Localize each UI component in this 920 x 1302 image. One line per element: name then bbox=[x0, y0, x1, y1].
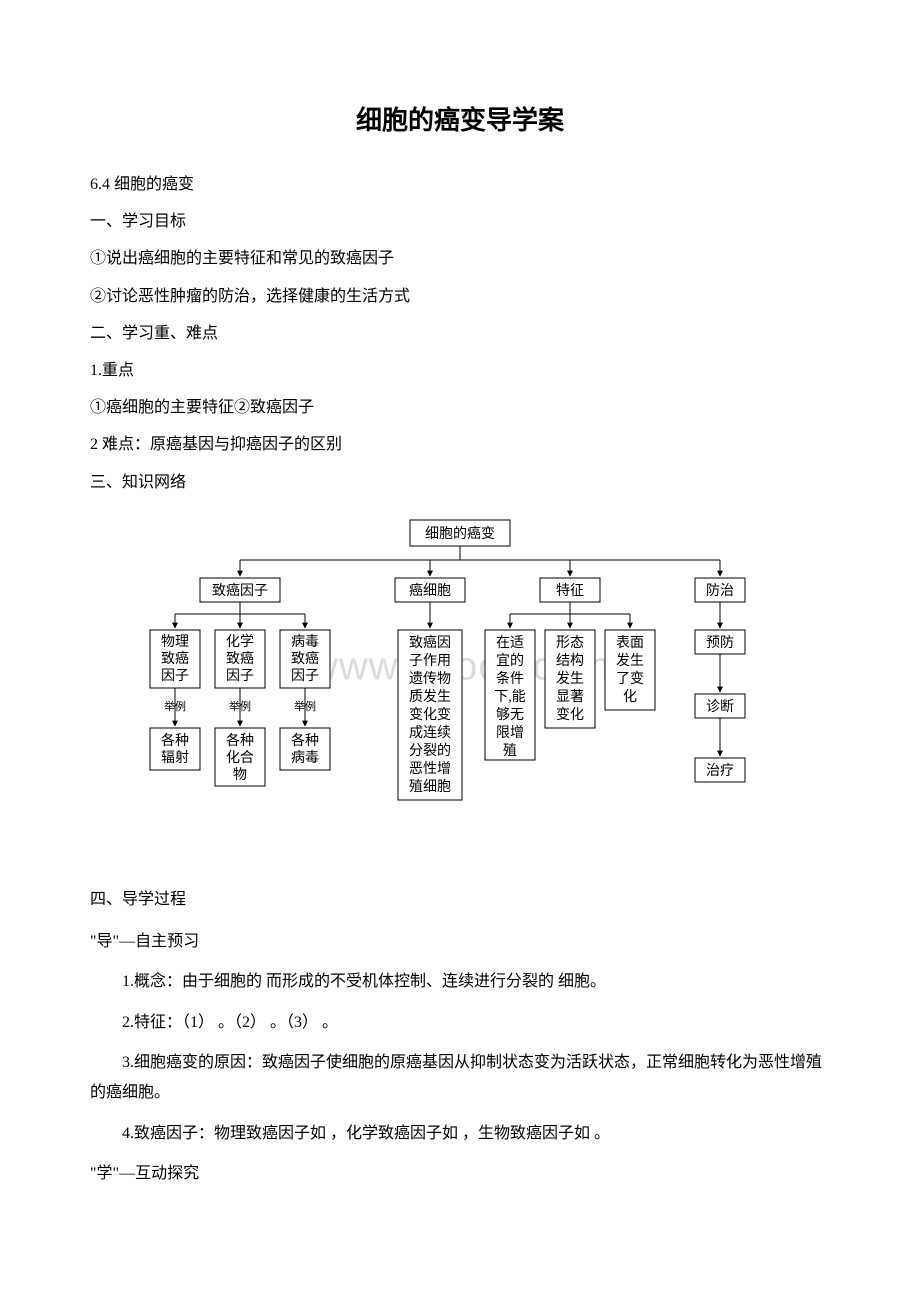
node-prevent-b: 诊断 bbox=[706, 699, 734, 715]
section-heading: 四、导学过程 bbox=[90, 882, 830, 917]
svg-text:条件: 条件 bbox=[496, 670, 524, 687]
body-text: 4.致癌因子：物理致癌因子如 ，化学致癌因子如 ，生物致癌因子如 。 bbox=[90, 1119, 830, 1149]
svg-text:变化变: 变化变 bbox=[409, 707, 451, 723]
svg-text:各种: 各种 bbox=[226, 733, 254, 749]
svg-text:致癌: 致癌 bbox=[226, 651, 254, 667]
node-factors: 致癌因子 bbox=[212, 583, 268, 599]
svg-text:各种: 各种 bbox=[161, 733, 189, 749]
svg-text:各种: 各种 bbox=[291, 733, 319, 749]
body-text: ①癌细胞的主要特征②致癌因子 bbox=[90, 390, 830, 425]
flowchart-svg: 细胞的癌变 致癌因子 癌细胞 特征 防治 物理 致癌 因子 化学 致癌 因子 病… bbox=[110, 516, 810, 876]
node-prevent-c: 治疗 bbox=[706, 763, 734, 779]
svg-text:结构: 结构 bbox=[556, 653, 584, 669]
svg-text:病毒: 病毒 bbox=[291, 750, 319, 766]
svg-text:够无: 够无 bbox=[496, 707, 524, 723]
body-text: 1.概念：由于细胞的 而形成的不受机体控制、连续进行分裂的 细胞。 bbox=[90, 967, 830, 997]
section-heading: 一、学习目标 bbox=[90, 204, 830, 239]
body-text: "学"—互动探究 bbox=[90, 1159, 830, 1189]
node-features: 特征 bbox=[556, 583, 584, 599]
body-text: 2 难点：原癌基因与抑癌因子的区别 bbox=[90, 427, 830, 462]
svg-text:下,能: 下,能 bbox=[494, 689, 526, 705]
body-text: ①说出癌细胞的主要特征和常见的致癌因子 bbox=[90, 241, 830, 276]
node-root: 细胞的癌变 bbox=[425, 526, 495, 542]
node-prevent: 防治 bbox=[706, 583, 734, 599]
svg-text:举例: 举例 bbox=[164, 699, 186, 713]
node-prevent-a: 预防 bbox=[706, 635, 734, 651]
svg-text:宜的: 宜的 bbox=[496, 653, 524, 669]
svg-text:致癌: 致癌 bbox=[161, 651, 189, 667]
svg-text:成连续: 成连续 bbox=[409, 724, 451, 741]
svg-text:殖细胞: 殖细胞 bbox=[409, 778, 451, 795]
svg-text:致癌因: 致癌因 bbox=[409, 635, 451, 651]
svg-text:物理: 物理 bbox=[161, 634, 189, 650]
svg-text:形态: 形态 bbox=[556, 635, 584, 651]
svg-text:发生: 发生 bbox=[556, 671, 584, 687]
svg-text:遗传物: 遗传物 bbox=[409, 671, 451, 687]
svg-text:化: 化 bbox=[623, 689, 637, 705]
svg-text:限增: 限增 bbox=[496, 725, 524, 741]
svg-text:因子: 因子 bbox=[291, 668, 319, 684]
svg-text:因子: 因子 bbox=[226, 668, 254, 684]
svg-text:病毒: 病毒 bbox=[291, 634, 319, 650]
svg-text:物: 物 bbox=[233, 767, 247, 783]
svg-text:殖: 殖 bbox=[503, 742, 517, 759]
knowledge-diagram: www.bdocx.com 细胞的癌变 致癌因子 癌细胞 特征 防治 bbox=[110, 516, 810, 876]
section-text: 6.4 细胞的癌变 bbox=[90, 167, 830, 202]
svg-text:化学: 化学 bbox=[226, 634, 254, 650]
svg-text:在适: 在适 bbox=[496, 635, 524, 651]
body-text: 2.特征：（1） 。（2） 。（3） 。 bbox=[90, 1008, 830, 1038]
body-text: 3.细胞癌变的原因：致癌因子使细胞的原癌基因从抑制状态变为活跃状态，正常细胞转化… bbox=[90, 1048, 830, 1109]
node-cancercell: 癌细胞 bbox=[409, 583, 451, 599]
svg-text:致癌: 致癌 bbox=[291, 651, 319, 667]
svg-text:发生: 发生 bbox=[616, 653, 644, 669]
svg-text:因子: 因子 bbox=[161, 668, 189, 684]
svg-text:了变: 了变 bbox=[616, 671, 644, 687]
svg-text:显著: 显著 bbox=[556, 689, 584, 705]
body-text: "导"—自主预习 bbox=[90, 927, 830, 957]
body-text: 1.重点 bbox=[90, 353, 830, 388]
svg-text:表面: 表面 bbox=[616, 635, 644, 651]
body-text: ②讨论恶性肿瘤的防治，选择健康的生活方式 bbox=[90, 279, 830, 314]
svg-text:举例: 举例 bbox=[229, 699, 251, 713]
svg-text:辐射: 辐射 bbox=[161, 750, 189, 766]
section-heading: 三、知识网络 bbox=[90, 465, 830, 500]
svg-text:举例: 举例 bbox=[294, 699, 316, 713]
svg-text:变化: 变化 bbox=[556, 707, 584, 723]
svg-text:分裂的: 分裂的 bbox=[409, 743, 451, 759]
section-heading: 二、学习重、难点 bbox=[90, 316, 830, 351]
svg-text:质发生: 质发生 bbox=[409, 689, 451, 705]
svg-text:子作用: 子作用 bbox=[409, 653, 451, 669]
page-title: 细胞的癌变导学案 bbox=[90, 100, 830, 137]
svg-text:化合: 化合 bbox=[226, 750, 254, 766]
svg-text:恶性增: 恶性增 bbox=[409, 761, 451, 777]
